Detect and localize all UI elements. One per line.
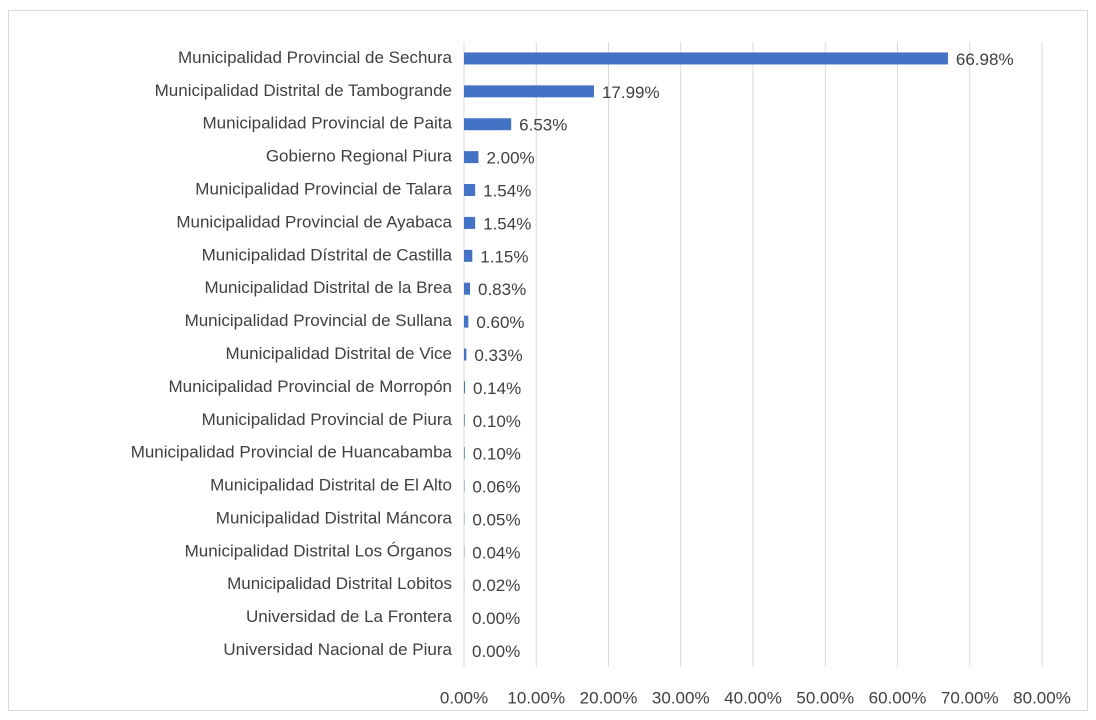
x-tick-label: 70.00% xyxy=(941,688,999,707)
x-tick-label: 10.00% xyxy=(507,688,565,707)
data-label: 2.00% xyxy=(486,149,534,168)
x-tick-label: 50.00% xyxy=(796,688,854,707)
y-tick-label: Municipalidad Distrital de Tambogrande xyxy=(155,81,452,100)
y-tick-label: Gobierno Regional Piura xyxy=(266,147,453,166)
y-tick-label: Municipalidad Provincial de Huancabamba xyxy=(131,443,453,462)
data-label: 0.06% xyxy=(472,478,520,497)
bar xyxy=(464,381,466,394)
x-tick-label: 60.00% xyxy=(869,688,927,707)
bar xyxy=(464,249,473,262)
data-label: 0.10% xyxy=(473,445,521,464)
y-tick-label: Universidad Nacional de Piura xyxy=(223,640,452,659)
data-label: 0.00% xyxy=(472,609,520,628)
data-label: 0.83% xyxy=(478,280,526,299)
y-tick-label: Municipalidad Provincial de Sechura xyxy=(178,48,453,67)
data-label: 1.15% xyxy=(480,247,528,266)
x-tick-label: 30.00% xyxy=(652,688,710,707)
data-label: 17.99% xyxy=(602,83,660,102)
bar xyxy=(464,85,594,98)
y-tick-label: Municipalidad Provincial de Sullana xyxy=(185,311,453,330)
y-tick-label: Municipalidad Provincial de Morropón xyxy=(169,377,452,396)
data-label: 1.54% xyxy=(483,182,531,201)
y-tick-label: Municipalidad Distrital Los Órganos xyxy=(185,541,452,560)
data-label: 0.00% xyxy=(472,642,520,661)
x-tick-label: 0.00% xyxy=(440,688,488,707)
y-tick-label: Municipalidad Provincial de Ayabaca xyxy=(176,212,452,231)
data-label: 0.33% xyxy=(474,346,522,365)
data-label: 0.05% xyxy=(472,510,520,529)
bar xyxy=(464,414,465,427)
y-tick-label: Municipalidad Provincial de Talara xyxy=(195,180,452,199)
data-label: 1.54% xyxy=(483,214,531,233)
bar xyxy=(464,118,512,131)
y-tick-label: Municipalidad Distrital Lobitos xyxy=(227,574,452,593)
bar xyxy=(464,151,479,164)
bar xyxy=(464,315,469,328)
y-tick-label: Municipalidad Dístrital de Castilla xyxy=(202,245,453,264)
data-label: 0.10% xyxy=(473,412,521,431)
data-label: 0.02% xyxy=(472,576,520,595)
bar xyxy=(464,184,476,197)
y-tick-label: Municipalidad Provincial de Paita xyxy=(203,114,453,133)
y-tick-label: Municipalidad Distrital de El Alto xyxy=(210,476,452,495)
y-tick-label: Municipalidad Distrital de Vice xyxy=(226,344,452,363)
data-label: 66.98% xyxy=(956,50,1014,69)
chart-border xyxy=(8,10,1088,711)
y-tick-label: Municipalidad Provincial de Piura xyxy=(202,410,453,429)
y-tick-label: Municipalidad Distrital de la Brea xyxy=(204,278,452,297)
data-label: 0.14% xyxy=(473,379,521,398)
bar xyxy=(464,52,948,65)
bar xyxy=(464,216,476,229)
y-tick-label: Universidad de La Frontera xyxy=(246,607,453,626)
x-tick-label: 80.00% xyxy=(1013,688,1071,707)
bar xyxy=(464,348,467,361)
x-tick-label: 40.00% xyxy=(724,688,782,707)
data-label: 6.53% xyxy=(519,116,567,135)
data-label: 0.04% xyxy=(472,543,520,562)
bar xyxy=(464,447,465,460)
bar xyxy=(464,282,470,295)
data-label: 0.60% xyxy=(476,313,524,332)
y-tick-label: Municipalidad Distrital Máncora xyxy=(216,508,453,527)
x-tick-label: 20.00% xyxy=(580,688,638,707)
